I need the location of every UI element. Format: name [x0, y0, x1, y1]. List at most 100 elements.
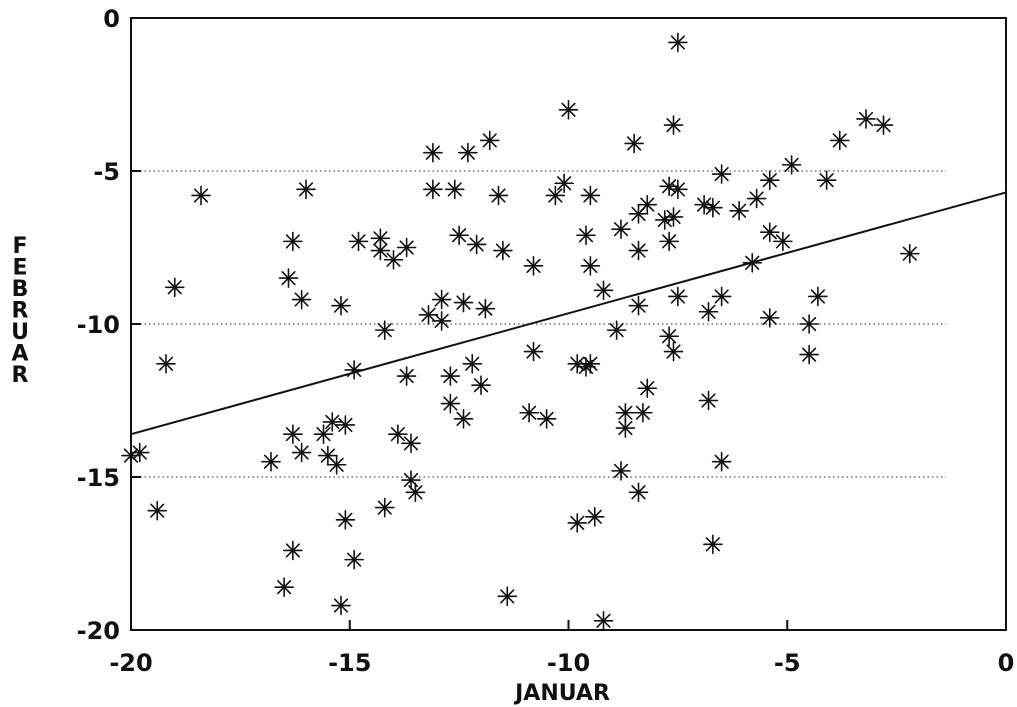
data-point: [335, 415, 356, 435]
y-tick-label: -20: [77, 617, 120, 645]
data-point: [663, 115, 684, 135]
data-point: [405, 482, 426, 503]
data-point: [370, 240, 391, 261]
grid-lines: [131, 170, 946, 478]
data-point: [374, 320, 395, 340]
data-point: [536, 409, 557, 429]
data-point: [615, 418, 636, 438]
data-point: [423, 179, 443, 200]
data-point: [545, 185, 566, 206]
data-point: [497, 586, 518, 607]
data-point: [703, 197, 723, 218]
data-point: [431, 289, 452, 310]
data-point: [283, 424, 303, 444]
data-point: [576, 357, 596, 377]
data-point: [628, 295, 649, 316]
data-point: [759, 308, 780, 328]
data-point: [431, 311, 452, 331]
data-point: [711, 286, 732, 307]
data-point: [628, 482, 649, 503]
x-tick-label: -15: [328, 649, 371, 677]
data-point: [580, 256, 601, 276]
data-point: [580, 185, 601, 206]
data-point: [584, 506, 605, 527]
data-point: [283, 231, 303, 252]
data-point: [453, 292, 474, 313]
data-point: [147, 500, 168, 521]
data-point: [703, 534, 723, 555]
data-point: [659, 326, 679, 347]
y-tick-labels: -20 -15 -10 -5 0: [77, 5, 120, 645]
data-point: [523, 256, 544, 276]
data-point: [816, 170, 837, 190]
data-point: [628, 240, 649, 261]
data-point: [129, 442, 150, 463]
data-point: [291, 442, 312, 463]
regression-line: [130, 191, 1007, 436]
data-point: [624, 133, 644, 154]
data-point: [567, 513, 588, 533]
x-tick-label: -10: [547, 649, 590, 677]
data-point: [278, 268, 299, 288]
data-point: [440, 366, 461, 386]
y-tick-label: 0: [103, 5, 120, 33]
data-point: [808, 286, 828, 307]
axis-ticks: [130, 17, 1007, 631]
data-point: [637, 378, 658, 399]
x-axis-title: JANUAR: [513, 681, 610, 706]
y-axis-title-letter: U: [11, 320, 29, 345]
y-axis-title-letter: B: [12, 277, 29, 302]
data-point: [781, 155, 802, 175]
y-tick-label: -5: [93, 158, 120, 186]
data-point: [633, 402, 653, 423]
y-tick-label: -10: [77, 311, 120, 339]
data-point: [488, 185, 509, 206]
data-point: [479, 130, 500, 151]
x-tick-label: 0: [998, 649, 1015, 677]
data-point: [668, 32, 688, 53]
data-point: [558, 100, 579, 120]
data-points: [121, 32, 920, 631]
data-point: [274, 577, 294, 597]
data-point: [606, 320, 627, 340]
data-point: [554, 173, 574, 194]
data-point: [322, 412, 343, 432]
data-point: [668, 286, 688, 307]
y-axis-title-letter: R: [12, 299, 29, 324]
data-point: [401, 470, 421, 490]
data-point: [773, 231, 793, 252]
data-point: [698, 301, 719, 322]
data-point: [449, 225, 469, 246]
data-point: [471, 375, 491, 396]
data-point: [462, 353, 483, 374]
data-point: [458, 142, 478, 163]
data-point: [799, 314, 819, 334]
y-axis-title-letter: E: [12, 256, 27, 281]
data-point: [759, 222, 780, 242]
data-point: [401, 433, 421, 454]
data-point: [663, 207, 684, 227]
data-point: [396, 237, 417, 258]
y-axis-title-letter: F: [12, 234, 27, 259]
data-point: [668, 179, 688, 200]
x-tick-label: -5: [774, 649, 801, 677]
data-point: [663, 341, 684, 362]
data-point: [331, 595, 351, 616]
data-point: [335, 510, 356, 530]
data-point: [829, 130, 850, 151]
data-point: [440, 393, 461, 414]
data-point: [164, 277, 185, 298]
data-point: [698, 390, 719, 411]
data-point: [694, 194, 714, 215]
data-point: [374, 497, 395, 518]
x-tick-label: -20: [109, 649, 152, 677]
data-point: [759, 170, 780, 190]
x-tick-labels: -20 -15 -10 -5 0: [109, 649, 1014, 677]
data-point: [856, 109, 876, 129]
data-point: [711, 164, 732, 184]
data-point: [659, 176, 679, 197]
data-point: [580, 353, 601, 374]
data-point: [418, 305, 439, 325]
